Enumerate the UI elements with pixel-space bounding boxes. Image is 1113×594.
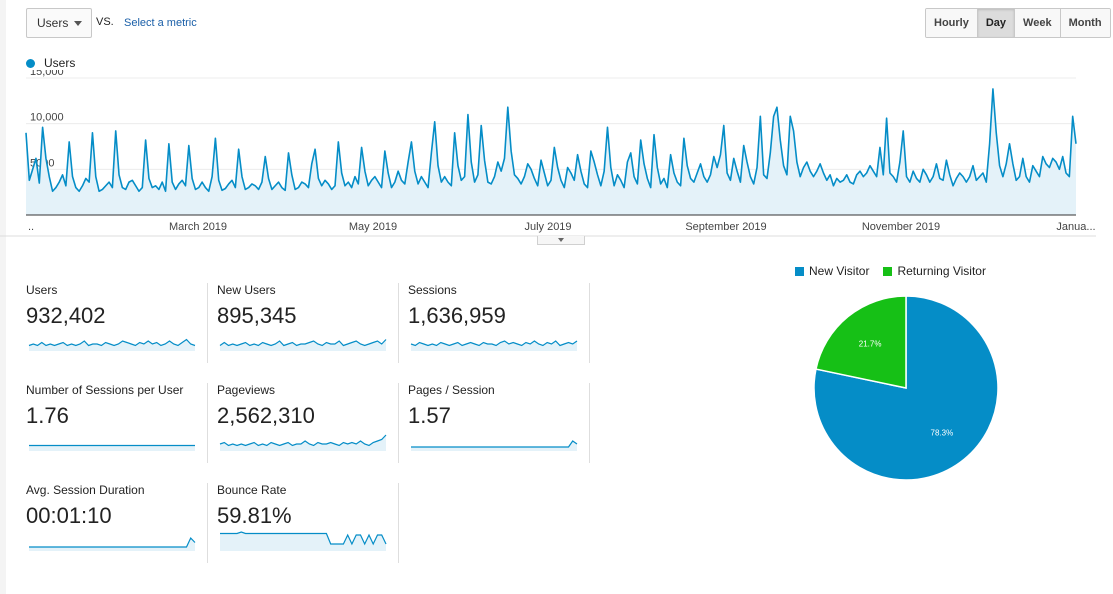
visitor-pie-chart[interactable]: 78.3% 21.7% bbox=[812, 294, 1000, 482]
scorecard-value: 2,562,310 bbox=[217, 403, 315, 428]
sparkline-fill bbox=[220, 532, 386, 551]
sparkline-line bbox=[219, 339, 387, 347]
scorecard-label: Bounce Rate bbox=[217, 483, 287, 497]
sparkline-line bbox=[28, 338, 196, 347]
chart-collapse-handle[interactable] bbox=[537, 236, 585, 245]
scorecard-value: 00:01:10 bbox=[26, 503, 112, 528]
pie-legend: New Visitor Returning Visitor bbox=[795, 264, 1000, 278]
sparkline-fill bbox=[29, 538, 195, 551]
pie-slice-label: 78.3% bbox=[931, 428, 954, 437]
scorecard-label: Pageviews bbox=[217, 383, 276, 397]
y-tick-label: 15,000 bbox=[30, 70, 64, 78]
x-tick-label: .. bbox=[28, 221, 34, 233]
sparkline bbox=[28, 338, 196, 351]
pie-legend-item-new-visitor: New Visitor bbox=[795, 264, 869, 278]
scorecard-sessions[interactable]: Sessions 1,636,959 bbox=[408, 283, 590, 363]
chevron-down-icon bbox=[558, 238, 564, 242]
sparkline bbox=[219, 434, 387, 451]
sparkline bbox=[220, 531, 387, 551]
scorecard-label: Avg. Session Duration bbox=[26, 483, 145, 497]
legend-swatch-icon bbox=[795, 266, 804, 276]
sparkline-line bbox=[220, 531, 387, 546]
scorecard-value: 1.76 bbox=[26, 403, 69, 428]
month-button[interactable]: Month bbox=[1060, 9, 1110, 37]
sparkline-line bbox=[410, 340, 578, 347]
pie-legend-label: New Visitor bbox=[809, 264, 870, 278]
sparkline-line bbox=[29, 536, 196, 548]
chart-legend: Users bbox=[26, 56, 75, 70]
metric-select[interactable]: Users bbox=[26, 8, 92, 38]
sparkline bbox=[29, 444, 195, 451]
week-button[interactable]: Week bbox=[1015, 9, 1061, 37]
y-tick-label: 10,000 bbox=[30, 112, 64, 124]
scorecard-label: New Users bbox=[217, 283, 276, 297]
pie-slice-label: 21.7% bbox=[859, 340, 882, 349]
sparkline-line bbox=[219, 434, 387, 447]
sparkline-fill bbox=[220, 339, 386, 351]
users-area-fill bbox=[26, 88, 1076, 215]
x-tick-label: March 2019 bbox=[169, 221, 227, 233]
scorecard-value: 895,345 bbox=[217, 303, 297, 328]
sparkline bbox=[410, 340, 578, 351]
x-tick-label: September 2019 bbox=[685, 221, 766, 233]
x-tick-label: May 2019 bbox=[349, 221, 397, 233]
legend-swatch-icon bbox=[883, 266, 893, 276]
granularity-toggle: Hourly Day Week Month bbox=[925, 8, 1111, 38]
vs-label: VS. bbox=[96, 16, 114, 28]
x-tick-label: Janua... bbox=[1056, 221, 1095, 233]
scorecard-pageviews[interactable]: Pageviews 2,562,310 bbox=[217, 383, 399, 463]
sparkline bbox=[411, 440, 578, 451]
metric-select-label: Users bbox=[37, 16, 69, 30]
scorecard-sessions-per-user[interactable]: Number of Sessions per User 1.76 bbox=[26, 383, 208, 463]
scorecard-new-users[interactable]: New Users 895,345 bbox=[217, 283, 399, 363]
scorecard-label: Pages / Session bbox=[408, 383, 495, 397]
scorecard-bounce-rate[interactable]: Bounce Rate 59.81% bbox=[217, 483, 399, 563]
scorecard-value: 59.81% bbox=[217, 503, 292, 528]
scorecard-value: 1,636,959 bbox=[408, 303, 506, 328]
pie-slice-returning-visitor[interactable] bbox=[815, 295, 907, 389]
sparkline bbox=[219, 339, 387, 351]
scorecard-value: 932,402 bbox=[26, 303, 106, 328]
legend-dot-icon bbox=[26, 58, 35, 68]
select-metric-link[interactable]: Select a metric bbox=[124, 17, 197, 29]
x-tick-label: July 2019 bbox=[524, 221, 571, 233]
x-tick-label: November 2019 bbox=[862, 221, 940, 233]
pie-legend-label: Returning Visitor bbox=[897, 264, 986, 278]
sparkline-line bbox=[411, 440, 578, 448]
hourly-button[interactable]: Hourly bbox=[926, 9, 978, 37]
scorecard-users[interactable]: Users 932,402 bbox=[26, 283, 208, 363]
scorecard-avg-session-duration[interactable]: Avg. Session Duration 00:01:10 bbox=[26, 483, 208, 563]
scorecard-label: Users bbox=[26, 283, 58, 297]
day-button[interactable]: Day bbox=[977, 9, 1016, 37]
users-series-line bbox=[25, 88, 1077, 193]
sparkline bbox=[29, 536, 196, 551]
scorecard-pages-per-session[interactable]: Pages / Session 1.57 bbox=[408, 383, 590, 463]
sparkline-fill bbox=[411, 341, 577, 351]
pie-legend-item-returning-visitor: Returning Visitor bbox=[883, 264, 986, 278]
scorecard-label: Number of Sessions per User bbox=[26, 383, 184, 397]
legend-label-users: Users bbox=[44, 56, 76, 70]
sparkline-fill bbox=[411, 441, 577, 451]
scorecard-value: 1.57 bbox=[408, 403, 451, 428]
sparkline-fill bbox=[29, 445, 195, 451]
scorecard-label: Sessions bbox=[408, 283, 457, 297]
chevron-down-icon bbox=[74, 21, 82, 26]
left-edge-strip bbox=[0, 0, 6, 594]
